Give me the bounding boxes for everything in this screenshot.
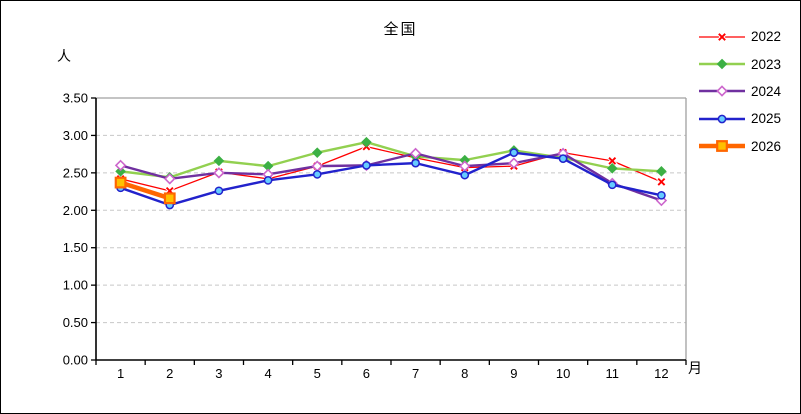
legend-entry-2024: 2024 <box>698 78 781 105</box>
legend-entry-2022: 2022 <box>698 23 781 50</box>
x-tick-label: 1 <box>117 366 124 381</box>
marker-diamond-open <box>114 159 127 172</box>
y-tick-label: 3.50 <box>63 91 88 106</box>
legend-entry-2026: 2026 <box>698 133 781 160</box>
marker-diamond <box>606 163 618 174</box>
marker-x <box>608 157 617 165</box>
legend-key-2023 <box>699 58 745 70</box>
y-tick-label: 0.50 <box>63 315 88 330</box>
x-tick-label: 5 <box>314 366 321 381</box>
y-tick-label: 3.00 <box>63 128 88 143</box>
x-tick-label: 12 <box>654 366 668 381</box>
marker-x <box>657 177 666 186</box>
marker-square <box>716 140 728 153</box>
marker-circle <box>717 114 727 124</box>
marker-diamond <box>213 155 225 167</box>
marker-x <box>718 32 726 41</box>
series-line-2025 <box>119 151 663 207</box>
x-tick-label: 8 <box>461 366 468 381</box>
legend-label-2024: 2024 <box>751 83 782 99</box>
legend: 2022 2023 2024 2025 2026 <box>698 23 781 160</box>
x-tick-label: 3 <box>215 366 222 381</box>
legend-key-2022 <box>699 31 745 42</box>
y-tick-label: 2.00 <box>63 203 88 218</box>
y-axis-unit-label: 人 <box>57 48 71 64</box>
marker-square <box>114 176 127 189</box>
marker-diamond-open <box>508 157 520 169</box>
chart-title: 全国 <box>383 21 418 38</box>
legend-key-2025 <box>699 114 745 124</box>
marker-circle <box>411 158 420 168</box>
marker-diamond <box>311 147 323 158</box>
x-tick-label: 11 <box>606 366 620 381</box>
series-line-2026 <box>118 180 173 201</box>
marker-circle <box>558 154 568 163</box>
series-line-2024 <box>119 152 663 202</box>
legend-key-2024 <box>699 85 745 98</box>
series-2026 <box>114 176 176 205</box>
marker-circle <box>509 148 519 157</box>
legend-entry-2025: 2025 <box>698 105 781 132</box>
x-tick-label: 6 <box>363 366 370 381</box>
marker-square <box>163 192 176 205</box>
legend-label-2025: 2025 <box>751 111 782 127</box>
marker-diamond-open <box>716 85 728 98</box>
marker-diamond <box>115 166 126 177</box>
marker-circle <box>657 190 666 200</box>
legend-entry-2023: 2023 <box>698 50 781 77</box>
marker-diamond-open <box>213 167 225 179</box>
x-tick-label: 7 <box>412 366 419 381</box>
marker-diamond <box>716 58 728 70</box>
marker-circle <box>312 170 322 179</box>
y-tick-label: 0.00 <box>63 353 88 368</box>
x-tick-label: 9 <box>510 366 517 381</box>
series-line-2022 <box>119 146 663 192</box>
legend-label-2023: 2023 <box>751 56 782 72</box>
marker-diamond <box>656 166 667 177</box>
series-2025 <box>116 148 666 210</box>
legend-key-2026 <box>699 140 745 153</box>
marker-circle <box>214 186 224 196</box>
marker-circle <box>362 161 371 170</box>
y-tick-label: 2.50 <box>63 165 88 180</box>
legend-label-2026: 2026 <box>751 138 782 154</box>
marker-diamond-open <box>409 147 422 160</box>
marker-diamond-open <box>459 160 471 172</box>
y-tick-label: 1.00 <box>63 278 88 293</box>
marker-diamond-open <box>164 173 176 185</box>
x-tick-label: 2 <box>166 366 173 381</box>
marker-circle <box>263 175 273 185</box>
y-tick-label: 1.50 <box>63 240 88 255</box>
marker-circle <box>607 180 617 190</box>
marker-diamond <box>361 136 372 148</box>
marker-circle <box>460 170 470 180</box>
x-tick-label: 10 <box>556 366 570 381</box>
x-tick-label: 4 <box>264 366 271 381</box>
legend-label-2022: 2022 <box>751 29 782 45</box>
x-axis-unit-label: 月 <box>688 360 702 376</box>
